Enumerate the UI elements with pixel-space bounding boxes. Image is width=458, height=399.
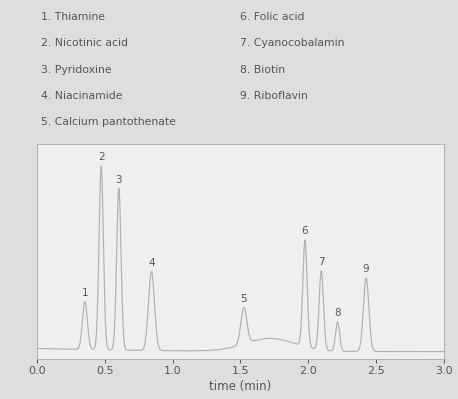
Text: 3: 3 bbox=[115, 175, 122, 185]
Text: 2. Nicotinic acid: 2. Nicotinic acid bbox=[41, 38, 128, 48]
X-axis label: time (min): time (min) bbox=[209, 380, 272, 393]
Text: 4. Niacinamide: 4. Niacinamide bbox=[41, 91, 122, 101]
Text: 1. Thiamine: 1. Thiamine bbox=[41, 12, 105, 22]
Text: 7: 7 bbox=[318, 257, 325, 267]
Text: 3. Pyridoxine: 3. Pyridoxine bbox=[41, 65, 111, 75]
Text: 5: 5 bbox=[240, 294, 247, 304]
Text: 5. Calcium pantothenate: 5. Calcium pantothenate bbox=[41, 117, 175, 128]
Text: 8. Biotin: 8. Biotin bbox=[240, 65, 286, 75]
Text: 6: 6 bbox=[302, 226, 308, 237]
Text: 4: 4 bbox=[148, 258, 155, 268]
Text: 7. Cyanocobalamin: 7. Cyanocobalamin bbox=[240, 38, 345, 48]
Text: 9. Riboflavin: 9. Riboflavin bbox=[240, 91, 308, 101]
Text: 1: 1 bbox=[82, 288, 88, 298]
Text: 2: 2 bbox=[98, 152, 104, 162]
Text: 6. Folic acid: 6. Folic acid bbox=[240, 12, 305, 22]
Text: 8: 8 bbox=[334, 308, 341, 318]
Text: 9: 9 bbox=[363, 264, 370, 274]
